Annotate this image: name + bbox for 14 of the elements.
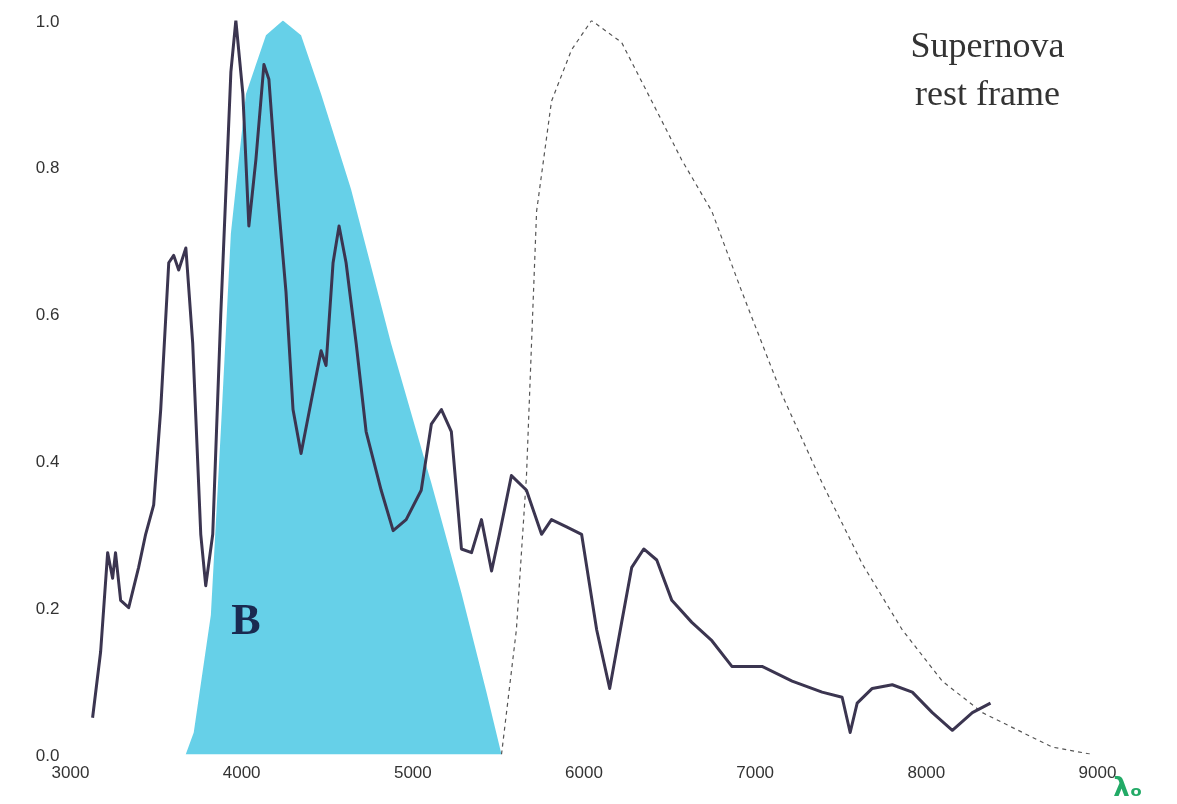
x-tick-label: 3000 [51, 762, 90, 782]
x-tick-label: 4000 [222, 762, 261, 782]
series-label: B [231, 595, 261, 645]
y-tick-label: 1.0 [35, 11, 60, 31]
y-tick-label: 0.8 [35, 158, 60, 178]
y-tick-label: 0.6 [35, 305, 60, 325]
x-tick-label: 8000 [907, 762, 946, 782]
y-tick-label: 0.2 [35, 598, 60, 618]
x-tick-label: 5000 [393, 762, 432, 782]
annotation: Supernova rest frame [910, 24, 1065, 113]
y-tick-label: 0.0 [35, 745, 60, 765]
y-tick-label: 0.4 [35, 451, 60, 471]
x-tick-label: 7000 [736, 762, 775, 782]
x-tick-label: 6000 [565, 762, 603, 782]
